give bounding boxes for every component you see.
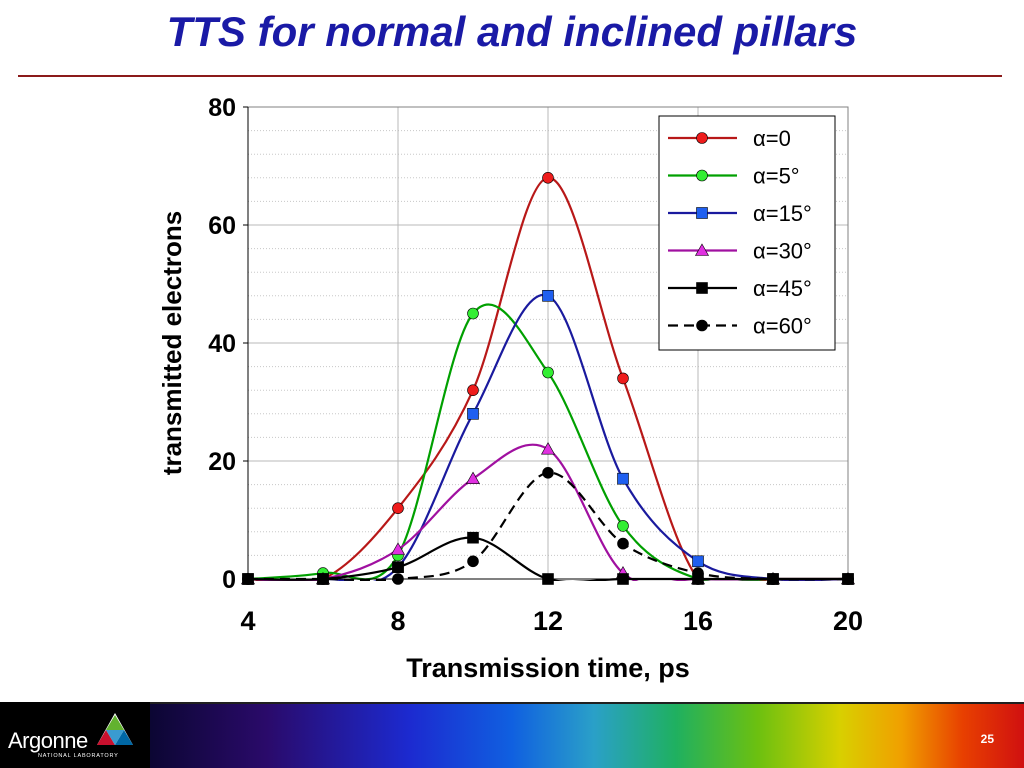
data-point (392, 502, 404, 515)
legend-item: α=45° (668, 276, 812, 301)
chart-legend: α=0 α=5° α=15° α=30° α=45° α=60° (658, 115, 836, 351)
data-point (467, 384, 479, 397)
legend-box (658, 115, 836, 351)
y-tick-label: 0 (222, 566, 236, 594)
legend-label: α=60° (753, 314, 812, 339)
data-point (617, 472, 629, 485)
footer-bar: Argonne NATIONAL LABORATORY 25 (0, 702, 1024, 768)
legend-swatch-marker (696, 207, 708, 219)
x-tick-label: 12 (533, 606, 563, 636)
chart-axes: 0 20 40 60 80 4 8 12 16 20 (208, 94, 863, 636)
legend-swatch-marker (696, 169, 708, 182)
data-point (467, 531, 479, 544)
data-point (542, 366, 554, 379)
data-point (540, 442, 556, 455)
legend-label: α=5° (753, 164, 800, 189)
y-tick-label: 60 (208, 212, 236, 240)
x-tick-label: 8 (390, 606, 405, 636)
legend-swatch-marker (694, 243, 710, 256)
legend-item: α=60° (668, 314, 812, 339)
series-line (248, 471, 848, 581)
legend-swatch-marker (696, 132, 708, 144)
slide-title: TTS for normal and inclined pillars (166, 8, 858, 55)
logo-wordmark: Argonne (8, 728, 88, 753)
legend-label: α=30° (753, 239, 812, 264)
legend-item: α=30° (668, 239, 812, 264)
legend-swatch-marker (696, 282, 708, 294)
x-axis-label: Transmission time, ps (406, 653, 690, 683)
legend-label: α=45° (753, 276, 812, 301)
x-tick-label: 4 (240, 606, 255, 636)
data-point (542, 289, 554, 302)
data-point (542, 172, 554, 184)
y-tick-label: 80 (208, 94, 236, 122)
logo-triangle-icon (97, 713, 133, 745)
series-60 (242, 466, 854, 585)
data-point (392, 561, 404, 574)
legend-item: α=15° (668, 201, 812, 226)
legend-label: α=0 (753, 126, 791, 151)
data-point (692, 567, 704, 579)
data-point (617, 520, 629, 532)
data-point (617, 537, 629, 550)
title-divider (18, 75, 1002, 77)
data-point (467, 555, 479, 568)
legend-swatch-marker (696, 319, 708, 332)
data-point (617, 372, 629, 385)
data-point (467, 307, 479, 320)
argonne-logo: Argonne NATIONAL LABORATORY (0, 702, 150, 768)
y-tick-label: 40 (208, 330, 236, 358)
legend-item: α=0 (668, 126, 791, 151)
data-point (692, 555, 704, 568)
y-axis-label: transmitted electrons (157, 211, 187, 475)
data-point (390, 542, 406, 555)
data-point (542, 466, 554, 479)
footer-spectrum (0, 702, 1024, 768)
y-tick-label: 20 (208, 448, 236, 476)
data-point (465, 471, 481, 485)
logo-subtitle: NATIONAL LABORATORY (38, 753, 119, 759)
legend-item: α=5° (668, 164, 800, 189)
x-tick-label: 16 (683, 606, 713, 636)
data-point (467, 407, 479, 420)
footer-divider (0, 702, 1024, 704)
x-tick-label: 20 (833, 606, 863, 636)
legend-label: α=15° (753, 201, 812, 226)
page-number: 25 (980, 732, 994, 746)
